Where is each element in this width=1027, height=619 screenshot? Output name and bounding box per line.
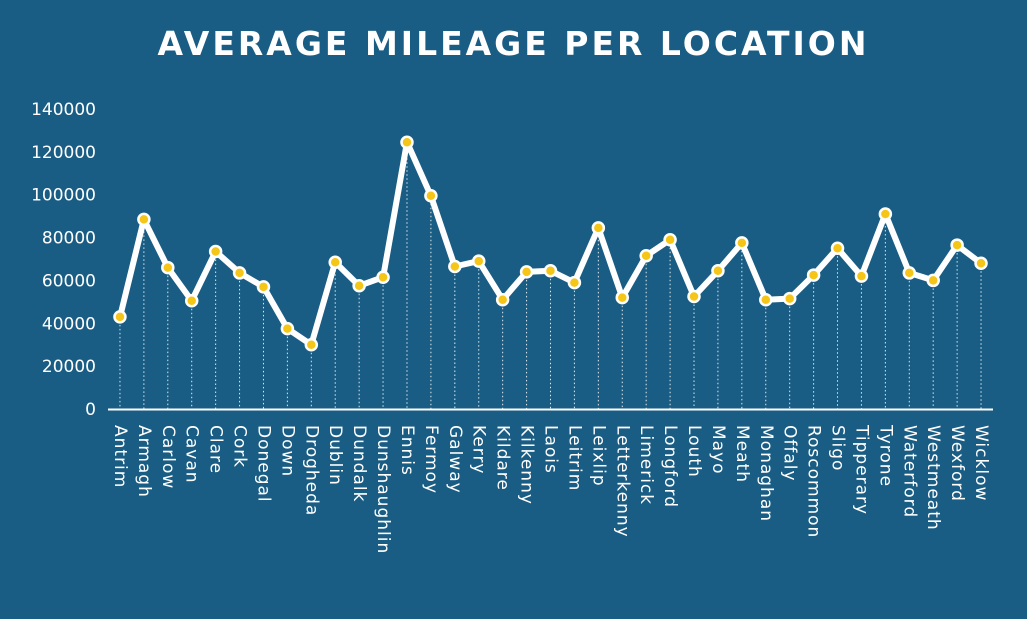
data-point	[232, 266, 247, 280]
data-point	[639, 249, 653, 263]
data-point	[280, 321, 295, 336]
data-point	[711, 264, 725, 278]
x-tick-label: Drogheda	[301, 425, 321, 516]
x-tick-label: Ennis	[397, 425, 417, 476]
data-point	[759, 292, 773, 307]
x-tick-label: Laois	[541, 425, 561, 474]
x-tick-label: Wicklow	[971, 425, 991, 501]
chart-title: AVERAGE MILEAGE PER LOCATION	[157, 24, 870, 63]
y-tick-label: 100000	[31, 186, 96, 206]
x-tick-label: Letterkenny	[612, 425, 632, 538]
data-point	[974, 256, 988, 271]
data-point	[471, 254, 486, 268]
data-point	[495, 292, 510, 307]
x-tick-label: Clare	[206, 425, 226, 474]
data-point	[735, 236, 749, 250]
data-point	[591, 221, 606, 235]
data-point	[328, 255, 342, 269]
x-tick-label: Donegal	[253, 425, 273, 503]
x-tick-label: Sligo	[828, 425, 848, 471]
x-tick-label: Antrim	[110, 425, 130, 488]
data-point	[926, 273, 940, 288]
x-tick-label: Kildare	[493, 425, 513, 491]
data-point	[567, 275, 582, 290]
x-tick-label: Waterford	[899, 425, 919, 518]
y-tick-label: 140000	[31, 100, 96, 120]
data-point	[615, 290, 630, 305]
x-tick-label: Cavan	[182, 425, 202, 484]
data-point	[543, 264, 558, 278]
data-point	[806, 268, 821, 282]
x-tick-label: Dundalk	[349, 425, 369, 502]
x-tick-label: Kilkenny	[517, 425, 537, 505]
data-point	[950, 238, 964, 252]
data-point	[256, 280, 271, 294]
x-tick-label: Leixlip	[588, 425, 608, 487]
x-tick-label: Mayo	[708, 425, 728, 475]
x-tick-label: Dunshaughlin	[373, 425, 393, 554]
data-point	[137, 212, 151, 227]
x-tick-label: Kerry	[469, 425, 489, 475]
x-tick-label: Louth	[684, 425, 704, 478]
x-tick-label: Longford	[660, 425, 680, 508]
y-tick-label: 60000	[42, 271, 96, 291]
data-point	[424, 189, 438, 203]
x-tick-label: Wexford	[947, 425, 967, 502]
data-point	[663, 232, 677, 247]
data-point	[854, 269, 869, 283]
data-point	[184, 294, 199, 308]
y-tick-label: 0	[85, 400, 96, 420]
series-line	[117, 139, 984, 348]
data-point	[830, 241, 845, 256]
x-tick-label: Tyrone	[875, 424, 895, 487]
data-point	[448, 259, 462, 274]
data-point	[304, 337, 319, 352]
y-tick-label: 80000	[42, 229, 96, 249]
x-tick-label: Leitrim	[564, 425, 584, 491]
x-tick-label: Limerick	[636, 425, 656, 505]
data-point	[687, 289, 701, 304]
data-point	[376, 270, 390, 284]
y-tick-label: 40000	[42, 314, 96, 334]
data-point	[352, 279, 366, 293]
x-tick-label: Galway	[445, 425, 465, 494]
y-tick-label: 20000	[42, 357, 96, 377]
x-tick-label: Down	[277, 425, 297, 477]
x-tick-label: Cork	[230, 425, 250, 468]
data-point	[902, 266, 917, 280]
data-point	[878, 207, 893, 221]
x-tick-label: Meath	[732, 425, 752, 483]
data-point	[161, 260, 175, 275]
x-tick-label: Tipperary	[851, 424, 871, 515]
y-tick-label: 120000	[31, 143, 96, 163]
data-point	[208, 244, 223, 259]
data-point	[782, 291, 797, 306]
x-tick-label: Offaly	[780, 425, 800, 482]
data-point	[519, 265, 534, 279]
x-tick-label: Dublin	[325, 425, 345, 486]
data-point	[400, 135, 414, 149]
x-tick-label: Westmeath	[923, 425, 943, 531]
x-tick-label: Fermoy	[421, 425, 441, 494]
x-tick-label: Armagh	[134, 425, 154, 498]
x-tick-label: Monaghan	[756, 425, 776, 522]
data-point	[113, 310, 127, 324]
x-tick-label: Carlow	[158, 425, 178, 489]
x-tick-label: Roscommon	[804, 425, 824, 538]
